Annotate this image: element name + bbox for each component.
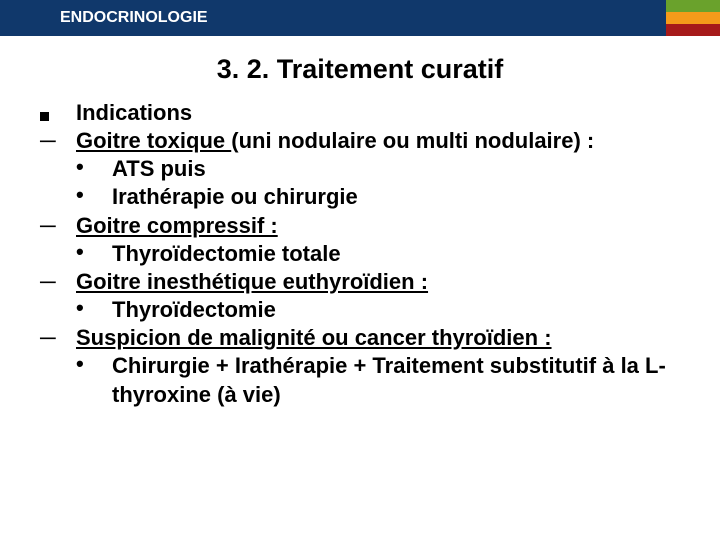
dot-bullet-icon: • xyxy=(76,183,112,211)
sub-item: • Thyroïdectomie totale xyxy=(40,240,680,268)
list-item: ─ Goitre compressif : xyxy=(40,212,680,240)
list-item: ─ Suspicion de malignité ou cancer thyro… xyxy=(40,324,680,352)
list-item-label: Goitre compressif : xyxy=(76,212,680,240)
header-bar: ENDOCRINOLOGIE xyxy=(0,0,720,36)
sub-item-label: Chirurgie + Irathérapie + Traitement sub… xyxy=(112,352,680,408)
sub-item: • Chirurgie + Irathérapie + Traitement s… xyxy=(40,352,680,408)
accent-stripe-top xyxy=(666,0,720,12)
accent-stripe-bottom xyxy=(666,24,720,36)
sub-item-label: ATS puis xyxy=(112,155,680,183)
content: Indications ─ Goitre toxique (uni nodula… xyxy=(0,99,720,409)
header-accent xyxy=(666,0,720,36)
section-heading-row: Indications xyxy=(40,99,680,127)
sub-item-label: Thyroïdectomie xyxy=(112,296,680,324)
sub-item: • Irathérapie ou chirurgie xyxy=(40,183,680,211)
sub-item-label: Irathérapie ou chirurgie xyxy=(112,183,680,211)
sub-item-label: Thyroïdectomie totale xyxy=(112,240,680,268)
list-item-label: Goitre toxique (uni nodulaire ou multi n… xyxy=(76,127,680,155)
list-item-label: Goitre inesthétique euthyroïdien : xyxy=(76,268,680,296)
sub-item: • Thyroïdectomie xyxy=(40,296,680,324)
dot-bullet-icon: • xyxy=(76,240,112,268)
list-item: ─ Goitre inesthétique euthyroïdien : xyxy=(40,268,680,296)
dash-bullet-icon: ─ xyxy=(40,324,76,352)
dash-bullet-icon: ─ xyxy=(40,268,76,296)
list-item-label: Suspicion de malignité ou cancer thyroïd… xyxy=(76,324,680,352)
header-blue: ENDOCRINOLOGIE xyxy=(0,0,666,36)
dash-bullet-icon: ─ xyxy=(40,127,76,155)
list-item: ─ Goitre toxique (uni nodulaire ou multi… xyxy=(40,127,680,155)
header-label: ENDOCRINOLOGIE xyxy=(60,9,208,27)
square-bullet-icon xyxy=(40,99,76,127)
dot-bullet-icon: • xyxy=(76,296,112,324)
sub-item: • ATS puis xyxy=(40,155,680,183)
dot-bullet-icon: • xyxy=(76,352,112,408)
accent-stripe-mid xyxy=(666,12,720,24)
dot-bullet-icon: • xyxy=(76,155,112,183)
dash-bullet-icon: ─ xyxy=(40,212,76,240)
slide-title: 3. 2. Traitement curatif xyxy=(0,54,720,85)
section-heading: Indications xyxy=(76,99,680,127)
